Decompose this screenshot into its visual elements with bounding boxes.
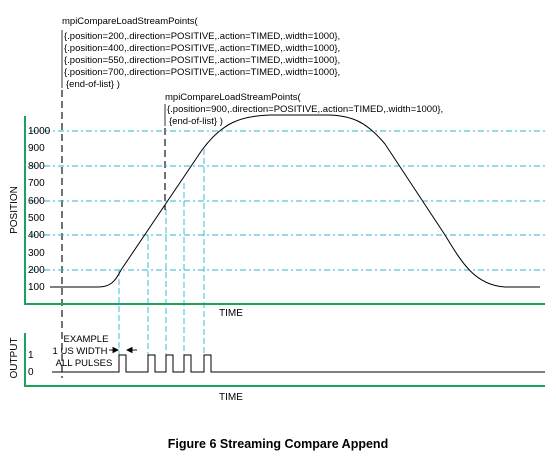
command-1-line: {.position=400,.direction=POSITIVE,.acti… (64, 43, 340, 54)
position-time-label: TIME (219, 308, 243, 319)
width-arrows (109, 346, 137, 354)
command-2-title: mpiCompareLoadStreamPoints( (165, 92, 302, 103)
figure-caption: Figure 6 Streaming Compare Append (167, 437, 389, 451)
output-tick-label: 1 (28, 350, 34, 361)
command-2-line: {.position=900,.direction=POSITIVE,.acti… (167, 104, 443, 115)
tick-label: 1000 (28, 126, 51, 137)
projection-lines (118, 149, 205, 372)
tick-label: 800 (28, 161, 45, 172)
tick-label: 600 (28, 196, 45, 207)
command-1-line: {end-of-list} ) (66, 79, 120, 90)
command-1-line: {.position=550,.direction=POSITIVE,.acti… (64, 55, 340, 66)
command-1-line: {.position=200,.direction=POSITIVE,.acti… (64, 31, 340, 42)
command-block-1: mpiCompareLoadStreamPoints( {.position=2… (62, 16, 340, 90)
annotation-line: EXAMPLE (64, 334, 109, 345)
position-gridlines (30, 130, 545, 271)
command-block-2: mpiCompareLoadStreamPoints( {.position=9… (165, 92, 443, 127)
tick-label: 300 (28, 248, 45, 259)
tick-label: 500 (28, 213, 45, 224)
command-1-line: {.position=700,.direction=POSITIVE,.acti… (64, 67, 340, 78)
annotation-line: ALL PULSES (56, 358, 113, 369)
tick-label: 200 (28, 265, 45, 276)
position-axis-label: POSITION (9, 186, 20, 234)
tick-label: 900 (28, 143, 45, 154)
output-axis-label: OUTPUT (9, 337, 20, 378)
position-tick-labels: 1000 900 800 700 600 500 400 300 200 100 (28, 126, 51, 293)
command-2-line: {end-of-list} ) (169, 116, 223, 127)
pulse-width-annotation: EXAMPLE 1 US WIDTH ALL PULSES (53, 334, 113, 369)
position-curve (50, 114, 540, 288)
tick-label: 700 (28, 178, 45, 189)
annotation-line: 1 US WIDTH (53, 346, 108, 357)
tick-label: 100 (28, 282, 45, 293)
tick-label: 400 (28, 230, 45, 241)
output-time-label: TIME (219, 392, 243, 403)
output-tick-label: 0 (28, 367, 34, 378)
command-1-title: mpiCompareLoadStreamPoints( (62, 16, 199, 27)
output-pulse-train (52, 354, 545, 373)
